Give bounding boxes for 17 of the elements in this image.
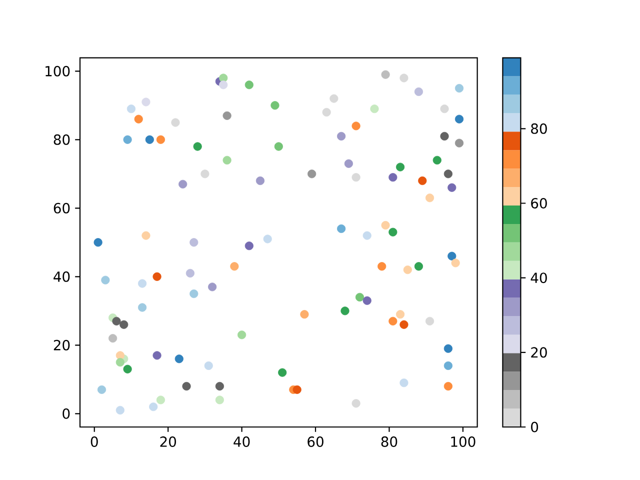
x-tick-label: 0 — [90, 436, 98, 447]
y-tick-label: 20 — [54, 340, 70, 350]
y-tick-label: 0 — [62, 408, 70, 419]
x-tick-label: 100 — [451, 436, 476, 447]
y-tick-label: 80 — [54, 134, 70, 145]
y-tick-label: 100 — [46, 66, 70, 76]
color-bar-label: 80 — [531, 123, 547, 134]
x-tick-label: 80 — [381, 436, 398, 447]
y-tick-label: 40 — [54, 271, 70, 282]
color-bar-label: 20 — [531, 347, 547, 358]
x-tick-label: 40 — [234, 436, 250, 447]
x-tick-label: 60 — [308, 436, 324, 447]
color-bar-label: 40 — [530, 272, 547, 284]
color-bar-label: 60 — [531, 198, 547, 209]
x-tick-label: 20 — [160, 436, 176, 447]
color-bar-label: 0 — [531, 422, 538, 432]
y-tick-label: 60 — [54, 202, 70, 214]
